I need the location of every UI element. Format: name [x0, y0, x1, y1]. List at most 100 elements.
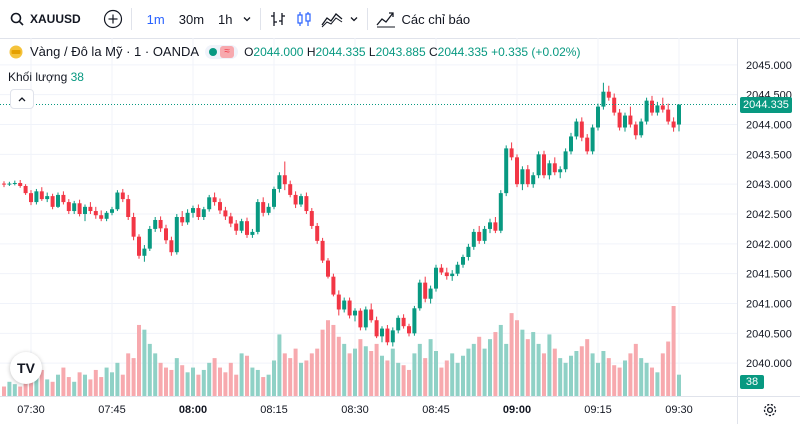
candle-body [374, 320, 379, 337]
candle-body [66, 202, 71, 212]
volume-bar [336, 336, 341, 396]
low-value: 2043.885 [375, 44, 426, 59]
candle-body [552, 163, 557, 173]
candle-body [142, 248, 147, 256]
candle-body [444, 272, 449, 277]
volume-bar [137, 324, 141, 396]
candle-body [347, 300, 352, 316]
volume-bar [633, 343, 638, 396]
volume-bar [628, 353, 633, 396]
top-toolbar: XAUUSD 1m 30m 1h Các chỉ báo [0, 0, 800, 39]
candle-body [131, 217, 136, 237]
candle-body [196, 208, 201, 217]
candle-body [509, 148, 514, 158]
toolbar-divider [130, 8, 132, 30]
chart-style-candles-button[interactable] [295, 0, 313, 38]
volume-bar [563, 362, 568, 396]
chevron-down-icon [350, 17, 357, 22]
candle-body [558, 169, 563, 173]
candle-body [455, 264, 460, 274]
y-tick-label: 2043.000 [746, 179, 792, 191]
volume-bar [164, 367, 168, 396]
candle-body [288, 184, 293, 195]
candle-body [212, 197, 217, 203]
volume-bar [612, 365, 617, 396]
volume-bar [477, 336, 482, 396]
candle-body [585, 137, 590, 152]
volume-bar [331, 324, 336, 396]
search-icon [10, 12, 24, 26]
volume-bar [531, 332, 536, 396]
volume-bar [358, 339, 363, 396]
candle-body [336, 294, 341, 310]
chart-style-area-button[interactable] [320, 0, 343, 38]
volume-bar [223, 372, 228, 396]
volume-bar [585, 339, 590, 396]
indicators-icon [376, 12, 395, 28]
market-status-badge[interactable]: ≈ [205, 44, 239, 59]
candle-body [137, 236, 141, 256]
chart-settings-button[interactable] [762, 402, 778, 423]
candle-body [83, 206, 87, 215]
timeframe-1m[interactable]: 1m [146, 11, 165, 27]
volume-bar [601, 351, 606, 396]
candle-body [126, 199, 131, 217]
volume-bar [342, 343, 347, 396]
candle-body [250, 231, 255, 235]
candle-body [542, 154, 546, 176]
candle-body [12, 182, 17, 184]
candle-body [293, 194, 298, 205]
area-chart-icon [320, 13, 342, 28]
candle-body [639, 121, 644, 136]
gear-icon [763, 403, 777, 417]
symbol-legend: Vàng / Đô la Mỹ · 1 · OANDA ≈ O2044.000 … [8, 44, 580, 59]
candle-body [644, 100, 649, 122]
candle-body [547, 163, 552, 176]
chevron-up-icon [18, 97, 26, 102]
timeframe-30m[interactable]: 30m [178, 11, 205, 27]
candle-body [477, 231, 482, 241]
symbol-label: XAUUSD [30, 12, 81, 26]
compare-button[interactable] [103, 0, 123, 38]
candle-body [493, 222, 498, 231]
volume-bar [504, 343, 509, 396]
volume-bar [277, 334, 282, 396]
candle-body [601, 91, 606, 107]
volume-bar [353, 348, 357, 396]
collapse-legend-button[interactable] [10, 89, 34, 109]
x-tick-label: 07:45 [98, 404, 126, 416]
candle-body [315, 225, 320, 241]
volume-bar [180, 365, 185, 396]
candle-body [666, 109, 671, 122]
chart-style-dropdown[interactable] [349, 0, 359, 38]
candle-body [45, 196, 50, 200]
candle-body [417, 282, 422, 309]
candle-body [380, 328, 384, 337]
volume-bar [115, 362, 120, 396]
y-tick-label: 2043.500 [746, 149, 792, 161]
candle-body [660, 105, 665, 110]
indicators-button[interactable]: Các chỉ báo [376, 0, 471, 38]
volume-bar [174, 358, 179, 396]
volume-bar [488, 339, 492, 396]
volume-bar [417, 343, 422, 396]
volume-bar [525, 339, 530, 396]
candle-body [563, 151, 568, 170]
market-open-icon [209, 47, 218, 56]
timeframe-dropdown[interactable] [242, 0, 252, 38]
timeframe-1h[interactable]: 1h [218, 11, 233, 27]
tradingview-logo[interactable]: TV [10, 352, 42, 384]
volume-bar [93, 369, 98, 396]
y-tick-label: 2040.500 [746, 328, 792, 340]
volume-bar [234, 374, 239, 396]
symbol-search[interactable]: XAUUSD [10, 0, 81, 38]
volume-label: Khối lượng [8, 70, 68, 84]
volume-bar [83, 374, 87, 396]
chart-style-bars-button[interactable] [269, 0, 287, 38]
volume-bar [396, 362, 401, 396]
indicators-label: Các chỉ báo [401, 11, 471, 27]
volume-bar [34, 374, 39, 396]
volume-bar [153, 353, 158, 396]
volume-bar [282, 353, 287, 396]
